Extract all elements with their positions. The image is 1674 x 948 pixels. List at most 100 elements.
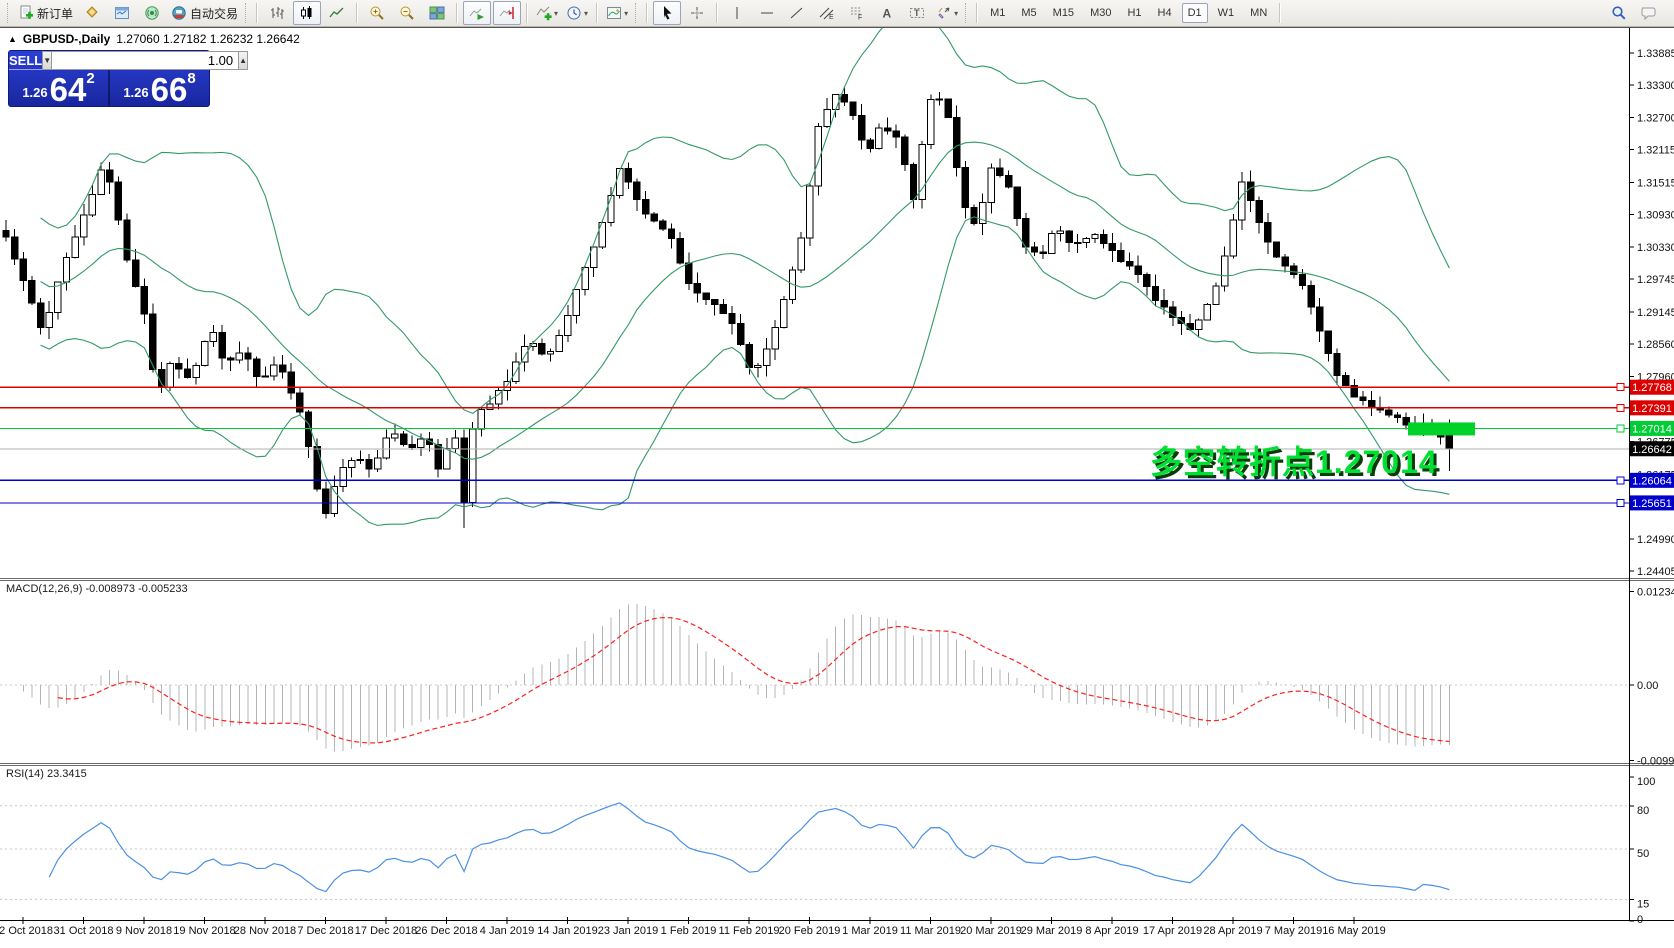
arrows-caret-icon: ▾ bbox=[954, 8, 959, 18]
tf-button-H1[interactable]: H1 bbox=[1127, 7, 1142, 19]
search-button[interactable] bbox=[1605, 1, 1633, 25]
date-label: 28 Nov 2018 bbox=[234, 925, 296, 937]
svg-text:1.25651: 1.25651 bbox=[1632, 498, 1672, 510]
buy-button[interactable]: BUY bbox=[248, 51, 276, 70]
tf-button-M30[interactable]: M30 bbox=[1090, 7, 1112, 19]
vertical-line-button[interactable] bbox=[723, 1, 751, 25]
market-watch-button[interactable] bbox=[108, 1, 136, 25]
templates-button[interactable]: ▾ bbox=[603, 1, 631, 25]
svg-text:F: F bbox=[858, 15, 862, 22]
line-drag-handle[interactable] bbox=[1616, 403, 1625, 412]
equidistant-channel-icon: E bbox=[819, 5, 835, 21]
tf-button-M15[interactable]: M15 bbox=[1052, 7, 1075, 19]
tf-button-D1[interactable]: D1 bbox=[1181, 3, 1208, 23]
trendline-button[interactable] bbox=[783, 1, 811, 25]
buy-price-pips: 66 bbox=[150, 70, 188, 108]
tf-button-M1[interactable]: M1 bbox=[990, 7, 1006, 19]
svg-text:1.26064: 1.26064 bbox=[1632, 475, 1672, 487]
zoom-out-icon bbox=[399, 5, 415, 21]
text-button[interactable]: A bbox=[873, 1, 901, 25]
line-drag-handle[interactable] bbox=[1616, 383, 1625, 392]
volume-down-button[interactable]: ▼ bbox=[42, 51, 53, 70]
axis-label: -0.009989 bbox=[1637, 756, 1674, 768]
line-chart-button[interactable] bbox=[323, 1, 351, 25]
periods-button[interactable]: ▾ bbox=[563, 1, 591, 25]
tf-button-M5[interactable]: M5 bbox=[1021, 7, 1037, 19]
chat-button[interactable] bbox=[1635, 1, 1663, 25]
tf-button-H4[interactable]: H4 bbox=[1157, 7, 1172, 19]
text-icon: A bbox=[879, 5, 895, 21]
axis-label: 80 bbox=[1637, 805, 1649, 817]
crosshair-icon bbox=[689, 5, 705, 21]
signals-icon bbox=[144, 5, 160, 21]
toolbar-separator bbox=[256, 3, 259, 23]
styler-button[interactable] bbox=[78, 1, 106, 25]
svg-text:1.27391: 1.27391 bbox=[1632, 403, 1672, 415]
line-chart-icon bbox=[329, 5, 345, 21]
annotation-text[interactable]: 多空转折点1.27014 bbox=[1150, 444, 1438, 480]
tile-windows-button[interactable] bbox=[423, 1, 451, 25]
toolbar-grip bbox=[7, 3, 11, 23]
auto-trading-button[interactable]: 自动交易 bbox=[168, 1, 241, 25]
bar-chart-button[interactable] bbox=[263, 1, 291, 25]
date-label: 14 Jan 2019 bbox=[537, 925, 598, 937]
toolbar-separator bbox=[356, 3, 359, 23]
date-label: 17 Dec 2018 bbox=[355, 925, 417, 937]
tf-button-W1[interactable]: W1 bbox=[1217, 7, 1235, 19]
toolbar-separator bbox=[456, 3, 459, 23]
line-drag-handle[interactable] bbox=[1616, 498, 1625, 507]
axis-label: 1.24405 bbox=[1637, 566, 1674, 578]
candlestick-chart-button[interactable] bbox=[293, 1, 322, 25]
chat-icon bbox=[1640, 5, 1658, 21]
buy-price-prefix: 1.26 bbox=[123, 85, 149, 100]
toolbar-separator bbox=[976, 3, 979, 23]
axis-label: 1.30930 bbox=[1637, 209, 1674, 221]
chart-shift-button[interactable] bbox=[493, 1, 522, 25]
tf-button-MN[interactable]: MN bbox=[1250, 7, 1268, 19]
sell-price[interactable]: 1.26 64 2 bbox=[9, 70, 108, 106]
axis-label: 1.31515 bbox=[1637, 177, 1674, 189]
volume-input[interactable] bbox=[52, 51, 239, 70]
volume-up-button[interactable]: ▲ bbox=[238, 51, 249, 70]
signals-button[interactable] bbox=[138, 1, 166, 25]
text-label-button[interactable]: T bbox=[903, 1, 931, 25]
crosshair-button[interactable] bbox=[683, 1, 711, 25]
panel-toggle-icon[interactable]: ▲ bbox=[8, 33, 17, 44]
zoom-out-button[interactable] bbox=[393, 1, 421, 25]
price-divider bbox=[108, 70, 110, 106]
zoom-in-button[interactable] bbox=[363, 1, 391, 25]
cursor-button[interactable] bbox=[653, 1, 682, 25]
svg-text:A: A bbox=[883, 7, 892, 21]
bar-chart-icon bbox=[269, 5, 285, 21]
buy-price[interactable]: 1.26 66 8 bbox=[110, 70, 209, 106]
indicators-button[interactable]: ▾ bbox=[533, 1, 561, 25]
templates-caret-icon: ▾ bbox=[624, 8, 629, 18]
sell-button[interactable]: SELL bbox=[9, 51, 43, 70]
new-order-button[interactable]: 新订单 bbox=[15, 1, 76, 25]
toolbar-grip bbox=[965, 3, 969, 23]
svg-text:T: T bbox=[914, 8, 920, 18]
arrows-button[interactable]: ▾ bbox=[933, 1, 961, 25]
line-drag-handle[interactable] bbox=[1616, 476, 1625, 485]
line-drag-handle[interactable] bbox=[1616, 424, 1625, 433]
date-label: 28 Apr 2019 bbox=[1203, 925, 1262, 937]
price-line-label bbox=[1630, 400, 1674, 416]
rsi-label: RSI(14) 23.3415 bbox=[6, 768, 87, 780]
axis-label: 0.00 bbox=[1637, 680, 1658, 692]
equidistant-channel-button[interactable]: E bbox=[813, 1, 841, 25]
main-toolbar: 新订单 自动交易 ▾ bbox=[0, 0, 1674, 27]
date-label: 16 May 2019 bbox=[1322, 925, 1386, 937]
macd-label: MACD(12,26,9) -0.008973 -0.005233 bbox=[6, 583, 188, 595]
date-label: 7 May 2019 bbox=[1265, 925, 1322, 937]
auto-scroll-button[interactable] bbox=[463, 1, 492, 25]
horizontal-line-button[interactable] bbox=[753, 1, 781, 25]
svg-text:1.27014: 1.27014 bbox=[1632, 423, 1672, 435]
market-watch-icon bbox=[114, 5, 130, 21]
templates-icon bbox=[606, 5, 622, 21]
toolbar-separator bbox=[596, 3, 599, 23]
svg-text:1.27768: 1.27768 bbox=[1632, 382, 1672, 394]
cursor-icon bbox=[659, 5, 675, 21]
fibonacci-button[interactable]: F bbox=[843, 1, 871, 25]
toolbar-grip bbox=[635, 3, 639, 23]
